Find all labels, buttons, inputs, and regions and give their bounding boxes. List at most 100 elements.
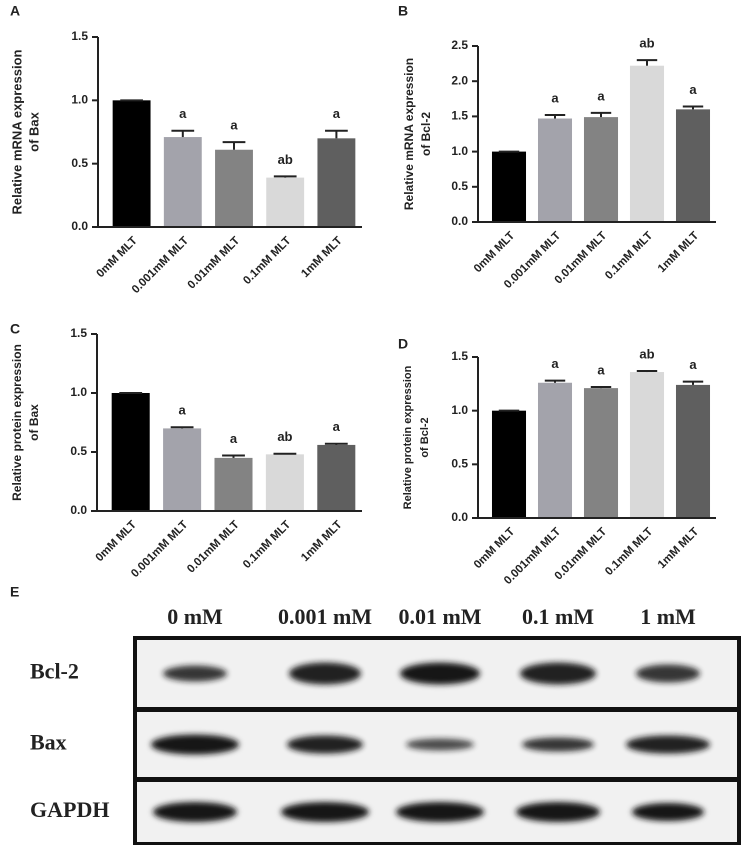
significance-label: a: [178, 403, 186, 418]
y-tick-label: 1.0: [451, 144, 468, 158]
x-tick-label: 1mM MLT: [299, 235, 344, 280]
x-tick-label: 1mM MLT: [656, 526, 701, 571]
bar: [111, 393, 150, 511]
y-tick-label: 0.0: [70, 503, 87, 517]
bar: [265, 454, 304, 511]
y-axis-label: Relative protein expression: [10, 344, 24, 501]
x-tick-label: 0mM MLT: [94, 519, 139, 564]
y-tick-label: 0.5: [451, 179, 468, 193]
bar: [214, 457, 253, 511]
blot-band: [406, 738, 474, 751]
bar: [163, 137, 202, 227]
bar: [675, 384, 711, 518]
row-label: Bcl-2: [30, 659, 79, 684]
x-tick-label: 0.001mM MLT: [129, 519, 190, 580]
bar: [583, 388, 619, 518]
x-tick-label: 0.01mM MLT: [185, 519, 242, 576]
bar: [629, 65, 665, 222]
x-tick-label: 0.1mM MLT: [603, 526, 655, 578]
y-tick-label: 1.5: [451, 349, 468, 363]
x-tick-label: 0mM MLT: [94, 235, 139, 280]
significance-label: a: [551, 90, 559, 105]
bar: [537, 382, 573, 518]
bar: [317, 138, 356, 227]
blot-band: [522, 737, 594, 752]
bar: [266, 177, 305, 227]
y-tick-label: 0.5: [70, 444, 87, 458]
x-tick-label: 0mM MLT: [472, 526, 517, 571]
bar: [317, 444, 356, 511]
significance-label: a: [179, 106, 187, 121]
x-tick-label: 0.1mM MLT: [241, 519, 293, 571]
row-label: GAPDH: [30, 797, 109, 822]
bar: [629, 372, 665, 518]
x-tick-label: 1mM MLT: [299, 519, 344, 564]
bar: [537, 118, 573, 222]
significance-label: a: [597, 362, 605, 377]
blot-band: [153, 802, 237, 822]
y-axis-label: Relative mRNA expression: [402, 58, 416, 210]
bar: [675, 109, 711, 222]
y-axis-label: of Bcl-2: [419, 112, 433, 156]
blot-band: [520, 662, 596, 685]
blot-band: [516, 802, 600, 822]
blot-band: [626, 735, 710, 754]
y-axis-label: Relative protein expression: [402, 365, 414, 509]
lane-label: 0.01 mM: [398, 604, 481, 629]
y-tick-label: 1.0: [71, 93, 88, 107]
bar: [163, 428, 202, 511]
y-axis-label: of Bcl-2: [419, 417, 431, 457]
x-tick-label: 0.1mM MLT: [603, 230, 655, 282]
significance-label: a: [333, 419, 341, 434]
y-tick-label: 1.5: [451, 109, 468, 123]
bar: [491, 410, 527, 518]
y-axis-label: of Bax: [26, 111, 41, 152]
y-tick-label: 0.5: [71, 156, 88, 170]
significance-label: ab: [277, 429, 292, 444]
blot-band: [287, 735, 363, 754]
y-tick-label: 0.0: [451, 214, 468, 228]
y-axis-label: Relative mRNA expression: [9, 49, 24, 214]
y-tick-label: 0.0: [71, 219, 88, 233]
significance-label: a: [230, 118, 238, 133]
significance-label: a: [551, 356, 559, 371]
significance-label: a: [333, 106, 341, 121]
x-tick-label: 0mM MLT: [472, 230, 517, 275]
blot-band: [636, 664, 700, 683]
bar: [215, 149, 253, 227]
row-label: Bax: [30, 730, 67, 755]
y-tick-label: 2.5: [451, 38, 468, 52]
y-tick-label: 0.5: [451, 457, 468, 471]
panel-label: B: [398, 3, 408, 19]
bar: [583, 117, 619, 222]
blot-band: [396, 802, 484, 822]
significance-label: a: [230, 431, 238, 446]
y-tick-label: 1.0: [70, 385, 87, 399]
panel-label: C: [10, 321, 20, 337]
y-tick-label: 2.0: [451, 73, 468, 87]
blot-band: [289, 662, 361, 685]
significance-label: ab: [639, 36, 654, 51]
panel-label: D: [398, 336, 408, 352]
lane-label: 0.001 mM: [278, 604, 372, 629]
significance-label: a: [689, 82, 697, 97]
x-tick-label: 1mM MLT: [656, 230, 701, 275]
panel-label: A: [10, 3, 20, 19]
significance-label: ab: [639, 346, 654, 361]
y-tick-label: 1.5: [70, 326, 87, 340]
y-axis-label: of Bax: [27, 404, 41, 441]
bar: [491, 151, 527, 222]
lane-label: 0 mM: [167, 604, 223, 629]
y-tick-label: 1.5: [71, 29, 88, 43]
lane-label: 1 mM: [640, 604, 696, 629]
blot-band: [281, 802, 369, 822]
significance-label: a: [597, 88, 605, 103]
blot-band: [400, 662, 480, 685]
blot-band: [632, 803, 704, 821]
lane-label: 0.1 mM: [522, 604, 594, 629]
blot-band: [151, 734, 239, 755]
significance-label: a: [689, 357, 697, 372]
blot-band: [163, 665, 227, 682]
y-tick-label: 0.0: [451, 510, 468, 524]
x-tick-label: 0.01mM MLT: [186, 235, 243, 292]
